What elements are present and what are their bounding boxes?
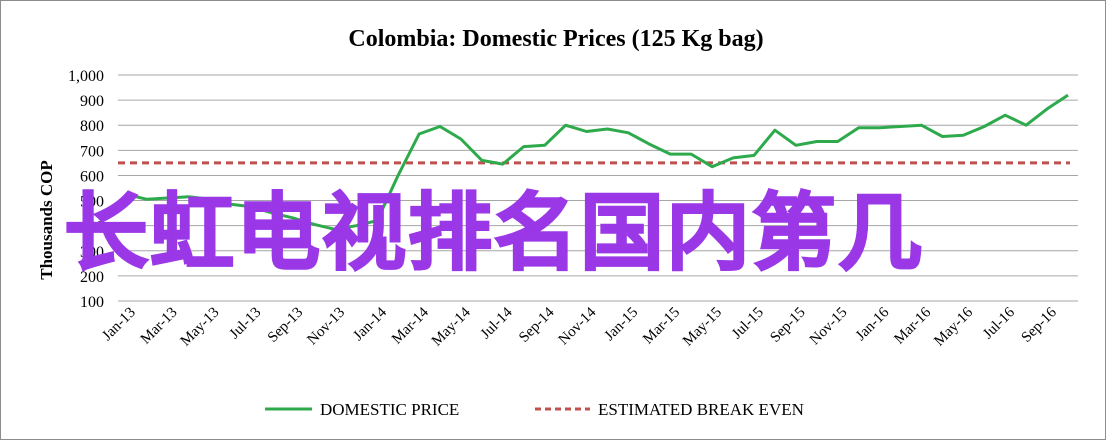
x-tick-label: Mar-15 (640, 305, 683, 348)
x-tick-label: Jan-15 (602, 305, 642, 345)
x-tick-label: Nov-13 (304, 305, 348, 349)
x-tick-label: May-13 (178, 305, 223, 350)
y-tick-label: 300 (80, 244, 104, 261)
y-tick-label: 500 (80, 194, 104, 211)
x-tick-label: Jul-13 (227, 305, 265, 343)
legend-label-domestic-price: DOMESTIC PRICE (320, 400, 459, 419)
x-tick-label: Sep-14 (516, 304, 558, 346)
x-tick-label: Jan-14 (350, 304, 390, 344)
x-tick-label: Mar-13 (138, 305, 181, 348)
x-tick-label: Jul-14 (478, 304, 516, 342)
x-tick-label: Jan-16 (853, 304, 893, 344)
x-tick-label: May-15 (680, 305, 725, 350)
x-tick-label: Sep-16 (1019, 304, 1061, 346)
x-tick-label: Mar-16 (891, 304, 934, 347)
chart-title: Colombia: Domestic Prices (125 Kg bag) (348, 26, 763, 52)
y-axis-label: Thousands COP (37, 160, 56, 280)
x-tick-label: Nov-15 (807, 305, 851, 349)
y-tick-label: 100 (80, 294, 104, 311)
overlay-watermark-text: 长虹电视排名国内第几 (63, 183, 925, 283)
y-tick-label: 900 (80, 93, 104, 110)
x-tick-label: Jul-15 (729, 305, 767, 343)
x-tick-label: Jan-13 (99, 305, 139, 345)
x-tick-label: May-14 (429, 304, 474, 349)
y-tick-labels: 100 200 300 400 500 600 700 800 900 1,000 (68, 68, 104, 311)
x-tick-label: Jul-16 (980, 304, 1018, 342)
y-tick-label: 700 (80, 143, 104, 160)
x-tick-label: Sep-13 (265, 305, 306, 346)
gridlines (118, 74, 1078, 302)
series-line-domestic-price (125, 93, 1069, 231)
x-tick-label: May-16 (931, 304, 976, 349)
y-tick-label: 400 (80, 219, 104, 236)
legend: DOMESTIC PRICE ESTIMATED BREAK EVEN (265, 400, 804, 419)
y-tick-label: 200 (80, 269, 104, 286)
x-tick-label: Sep-15 (767, 305, 808, 346)
legend-label-break-even: ESTIMATED BREAK EVEN (598, 400, 804, 419)
series-layer (118, 93, 1070, 231)
y-tick-label: 1,000 (68, 68, 104, 85)
x-tick-label: Mar-14 (389, 304, 432, 347)
y-tick-label: 600 (80, 168, 104, 185)
y-tick-label: 800 (80, 118, 104, 135)
x-tick-label: Nov-14 (556, 304, 600, 348)
